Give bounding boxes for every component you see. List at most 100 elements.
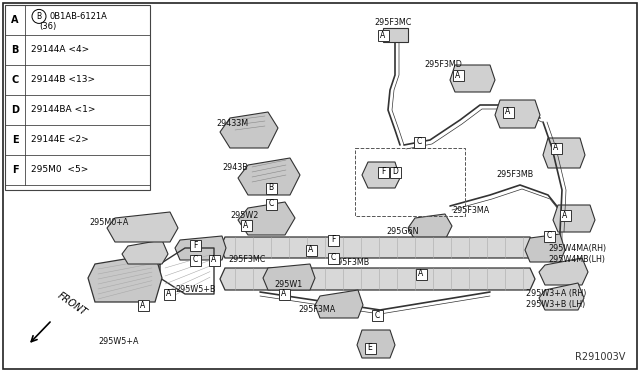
Text: A: A [380, 31, 386, 39]
Bar [138, 299, 148, 311]
Text: B: B [36, 12, 42, 21]
Text: D: D [392, 167, 398, 176]
Bar [371, 310, 383, 321]
Text: 295F3MC: 295F3MC [228, 255, 266, 264]
Polygon shape [107, 212, 178, 242]
Text: 295F3MA: 295F3MA [298, 305, 335, 314]
Polygon shape [220, 112, 278, 148]
Polygon shape [539, 283, 584, 310]
Text: FRONT: FRONT [56, 291, 89, 318]
Text: A: A [554, 144, 559, 153]
Bar [550, 142, 561, 154]
Text: 295F3MB: 295F3MB [332, 258, 369, 267]
Text: A: A [456, 71, 461, 80]
Polygon shape [88, 254, 162, 302]
Text: 295M0  <5>: 295M0 <5> [31, 166, 88, 174]
Text: C: C [193, 256, 198, 264]
Bar [543, 231, 554, 241]
Text: 295W5+A: 295W5+A [98, 337, 138, 346]
Text: F: F [381, 167, 385, 176]
Text: A: A [12, 15, 19, 25]
Text: 295F3MD: 295F3MD [424, 60, 462, 69]
Text: D: D [11, 105, 19, 115]
Text: 29144B <13>: 29144B <13> [31, 76, 95, 84]
Bar [413, 137, 424, 148]
Bar [209, 254, 220, 266]
Polygon shape [315, 290, 363, 318]
Text: 295W3+A (RH): 295W3+A (RH) [526, 289, 586, 298]
Text: E: E [367, 343, 372, 353]
Text: 295W4MB(LH): 295W4MB(LH) [548, 255, 605, 264]
Text: F: F [12, 165, 19, 175]
Bar [365, 343, 376, 353]
Text: 295W4MA(RH): 295W4MA(RH) [548, 244, 606, 253]
Bar [189, 254, 200, 266]
Bar [241, 219, 252, 231]
Bar [378, 29, 388, 41]
Text: 295M0+A: 295M0+A [89, 218, 129, 227]
Bar [328, 253, 339, 263]
Bar [266, 199, 276, 209]
Text: 2943B: 2943B [222, 163, 248, 172]
Polygon shape [175, 236, 226, 260]
Text: F: F [193, 241, 197, 250]
Text: B: B [12, 45, 19, 55]
Text: A: A [506, 108, 511, 116]
Bar [163, 289, 175, 299]
Text: C: C [417, 138, 422, 147]
Bar [502, 106, 513, 118]
Bar [305, 244, 317, 256]
Polygon shape [408, 214, 452, 240]
Bar [5, 5, 150, 190]
Text: A: A [140, 301, 146, 310]
Bar [278, 289, 289, 299]
Text: C: C [268, 199, 274, 208]
Bar [189, 240, 200, 250]
Text: (36): (36) [39, 22, 56, 31]
Bar [378, 167, 388, 177]
Polygon shape [238, 158, 300, 195]
Text: F: F [331, 235, 335, 244]
Text: 295G6N: 295G6N [386, 227, 419, 236]
Text: 29144A <4>: 29144A <4> [31, 45, 89, 55]
Polygon shape [362, 162, 400, 188]
Text: 295W5+B: 295W5+B [175, 285, 216, 294]
Text: R291003V: R291003V [575, 352, 625, 362]
Polygon shape [383, 28, 408, 42]
Polygon shape [495, 100, 540, 128]
Text: 29433M: 29433M [216, 119, 248, 128]
Polygon shape [122, 240, 168, 264]
Bar [355, 148, 465, 216]
Text: A: A [308, 246, 314, 254]
Text: E: E [12, 135, 19, 145]
Bar [266, 183, 276, 193]
Polygon shape [539, 258, 588, 285]
Bar [559, 209, 570, 221]
Polygon shape [525, 234, 565, 262]
Text: 295F3MC: 295F3MC [374, 18, 412, 27]
Text: C: C [547, 231, 552, 241]
Polygon shape [357, 330, 395, 358]
Text: A: A [419, 269, 424, 279]
Text: A: A [282, 289, 287, 298]
Text: 29144E <2>: 29144E <2> [31, 135, 89, 144]
Text: A: A [166, 289, 172, 298]
Text: 295W2: 295W2 [230, 211, 259, 220]
Text: A: A [211, 256, 216, 264]
Text: 295W1: 295W1 [274, 280, 302, 289]
Text: 295F3MA: 295F3MA [452, 206, 489, 215]
Bar [390, 167, 401, 177]
Text: B: B [268, 183, 273, 192]
Polygon shape [543, 138, 585, 168]
Polygon shape [553, 205, 595, 232]
Polygon shape [220, 237, 535, 258]
Polygon shape [263, 264, 315, 290]
Text: 295W3+B (LH): 295W3+B (LH) [526, 300, 585, 309]
Polygon shape [450, 65, 495, 92]
Text: 0B1AB-6121A: 0B1AB-6121A [49, 12, 107, 21]
Bar [452, 70, 463, 80]
Text: 29144BA <1>: 29144BA <1> [31, 106, 95, 115]
Text: C: C [12, 75, 19, 85]
Polygon shape [220, 268, 535, 290]
Text: C: C [374, 311, 380, 320]
